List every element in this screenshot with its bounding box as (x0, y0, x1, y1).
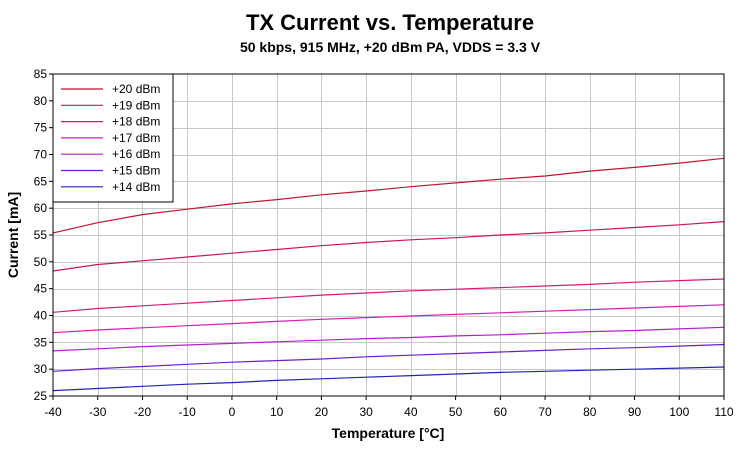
legend-label: +19 dBm (112, 98, 160, 112)
y-tick-label: 85 (34, 67, 48, 81)
y-tick-label: 60 (34, 201, 48, 215)
series-line-20dbmdbm (52, 157, 725, 234)
x-tick-label: 100 (669, 405, 689, 419)
x-tick-label: 30 (359, 405, 373, 419)
series-line-15dbmdbm (52, 343, 725, 372)
chart-title: TX Current vs. Temperature (246, 10, 534, 35)
series-group (52, 157, 725, 392)
x-tick-label: 110 (714, 405, 733, 419)
legend-label: +16 dBm (112, 147, 160, 161)
series-line-17dbmdbm (52, 304, 725, 334)
x-tick-label: 40 (404, 405, 418, 419)
y-tick-label: 40 (34, 309, 48, 323)
y-tick-label: 25 (34, 389, 48, 403)
series-line-16dbmdbm (52, 326, 725, 352)
x-tick-label: 50 (449, 405, 463, 419)
y-axis-label: Current [mA] (5, 192, 21, 278)
legend-label: +17 dBm (112, 131, 160, 145)
series-line-14dbmdbm (52, 366, 725, 392)
y-tick-label: 35 (34, 335, 48, 349)
y-tick-label: 55 (34, 228, 48, 242)
x-axis-label: Temperature [°C] (332, 425, 445, 441)
x-tick-label: -30 (89, 405, 107, 419)
y-tick-label: 45 (34, 282, 48, 296)
y-tick-label: 70 (34, 148, 48, 162)
legend-label: +20 dBm (112, 82, 160, 96)
y-tick-label: 80 (34, 94, 48, 108)
x-tick-label: -40 (44, 405, 62, 419)
legend-label: +18 dBm (112, 115, 160, 129)
x-tick-label: 60 (494, 405, 508, 419)
x-tick-label: 0 (229, 405, 236, 419)
legend-label: +14 dBm (112, 180, 160, 194)
x-tick-label: 20 (315, 405, 329, 419)
y-axis-ticks: 25 30 35 40 45 50 55 60 65 70 75 80 85 (34, 67, 53, 403)
legend-label: +15 dBm (112, 164, 160, 178)
y-tick-label: 50 (34, 255, 48, 269)
series-line-19dbmdbm (52, 221, 725, 272)
x-tick-label: -10 (179, 405, 197, 419)
legend: +20 dBm +19 dBm +18 dBm +17 dBm +16 dBm +15 d… (52, 73, 174, 203)
x-tick-label: 90 (628, 405, 642, 419)
x-tick-label: 70 (538, 405, 552, 419)
x-tick-label: 10 (270, 405, 284, 419)
y-tick-label: 30 (34, 362, 48, 376)
y-tick-label: 65 (34, 174, 48, 188)
x-tick-label: -20 (134, 405, 152, 419)
y-tick-label: 75 (34, 121, 48, 135)
x-tick-label: 80 (583, 405, 597, 419)
x-axis-ticks: -40 -30 -20 -10 0 10 20 30 40 50 60 70 80 90 100 110 (44, 396, 734, 419)
series-line-18dbmdbm (52, 278, 725, 313)
chart-subtitle: 50 kbps, 915 MHz, +20 dBm PA, VDDS = 3.3… (240, 39, 541, 55)
